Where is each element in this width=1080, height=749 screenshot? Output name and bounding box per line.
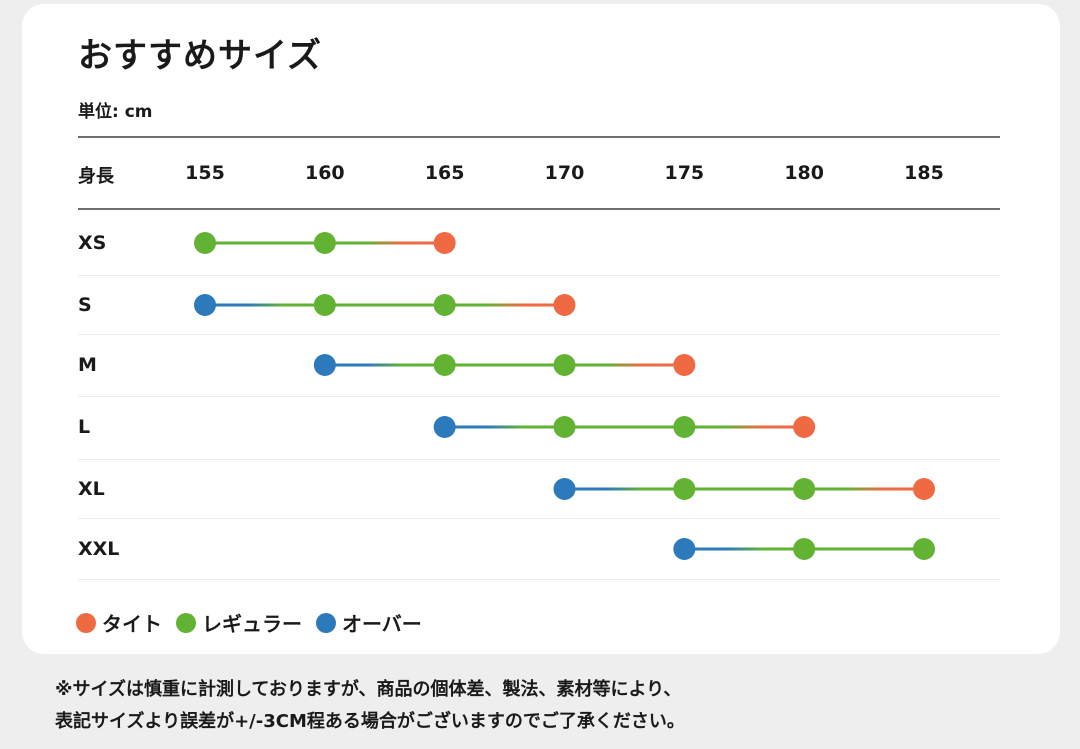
dot-l-170-regular <box>553 416 576 438</box>
header-bottom-rule <box>78 208 1000 210</box>
dot-xxl-185-regular <box>913 538 935 560</box>
row-separator <box>78 275 1000 276</box>
dot-m-170-regular <box>553 354 576 376</box>
size-label-xs: XS <box>78 232 107 254</box>
dot-xl-170-over <box>553 478 576 500</box>
note-line-2: 表記サイズより誤差が+/-3CM程ある場合がございますのでご了承ください。 <box>55 711 685 732</box>
x-tick-label: 180 <box>784 162 824 184</box>
chart-title: おすすめサイズ <box>78 36 322 76</box>
x-tick-label: 160 <box>304 162 345 184</box>
dot-m-175-tight <box>673 354 696 376</box>
dot-l-165-over <box>433 416 456 438</box>
dot-xs-160-regular <box>313 232 336 254</box>
dot-xl-180-regular <box>793 478 816 500</box>
dot-xs-155-regular <box>194 232 216 254</box>
legend-label-tight: タイト <box>102 612 162 636</box>
row-separator <box>78 459 1000 460</box>
row-separator <box>78 396 1000 397</box>
legend-item-over: オーバー <box>316 608 422 637</box>
x-tick-label: 170 <box>544 162 585 184</box>
x-tick-label: 185 <box>904 162 944 184</box>
header-top-rule <box>78 136 1000 138</box>
dot-xxl-180-regular <box>793 538 816 560</box>
legend-dot-over <box>316 612 336 633</box>
size-label-xxl: XXL <box>78 538 120 560</box>
size-note: ※サイズは慎重に計測しておりますが、商品の個体差、製法、素材等により、 表記サイ… <box>55 674 685 738</box>
size-label-m: M <box>78 354 97 376</box>
dot-m-165-regular <box>433 354 456 376</box>
legend-label-over: オーバー <box>342 612 422 636</box>
dot-s-160-regular <box>313 294 336 316</box>
legend-dot-tight <box>76 612 96 633</box>
x-tick-label: 155 <box>185 162 225 184</box>
legend: タイト レギュラー オーバー <box>76 608 436 637</box>
size-chart-card <box>22 4 1060 654</box>
dot-xxl-175-over <box>673 538 696 560</box>
size-label-s: S <box>78 294 92 316</box>
legend-item-regular: レギュラー <box>176 608 302 637</box>
size-label-xl: XL <box>78 478 105 500</box>
dot-l-175-regular <box>673 416 696 438</box>
legend-dot-regular <box>176 612 196 633</box>
x-tick-label: 175 <box>664 162 705 184</box>
dot-xl-175-regular <box>673 478 696 500</box>
row-separator <box>78 579 1000 580</box>
row-separator <box>78 334 1000 335</box>
legend-label-regular: レギュラー <box>202 612 302 636</box>
dot-xs-165-tight <box>433 232 456 254</box>
x-tick-label: 165 <box>424 162 465 184</box>
dot-l-180-tight <box>793 416 816 438</box>
dot-s-165-regular <box>433 294 456 316</box>
legend-item-tight: タイト <box>76 608 162 637</box>
height-axis-label: 身長 <box>78 166 114 187</box>
note-line-1: ※サイズは慎重に計測しておりますが、商品の個体差、製法、素材等により、 <box>55 679 682 700</box>
dot-m-160-over <box>313 354 336 376</box>
dot-xl-185-tight <box>913 478 935 500</box>
unit-label: 単位: cm <box>78 102 153 122</box>
dot-s-155-over <box>194 294 216 316</box>
size-label-l: L <box>78 416 91 438</box>
row-separator <box>78 518 1000 519</box>
dot-s-170-tight <box>553 294 576 316</box>
